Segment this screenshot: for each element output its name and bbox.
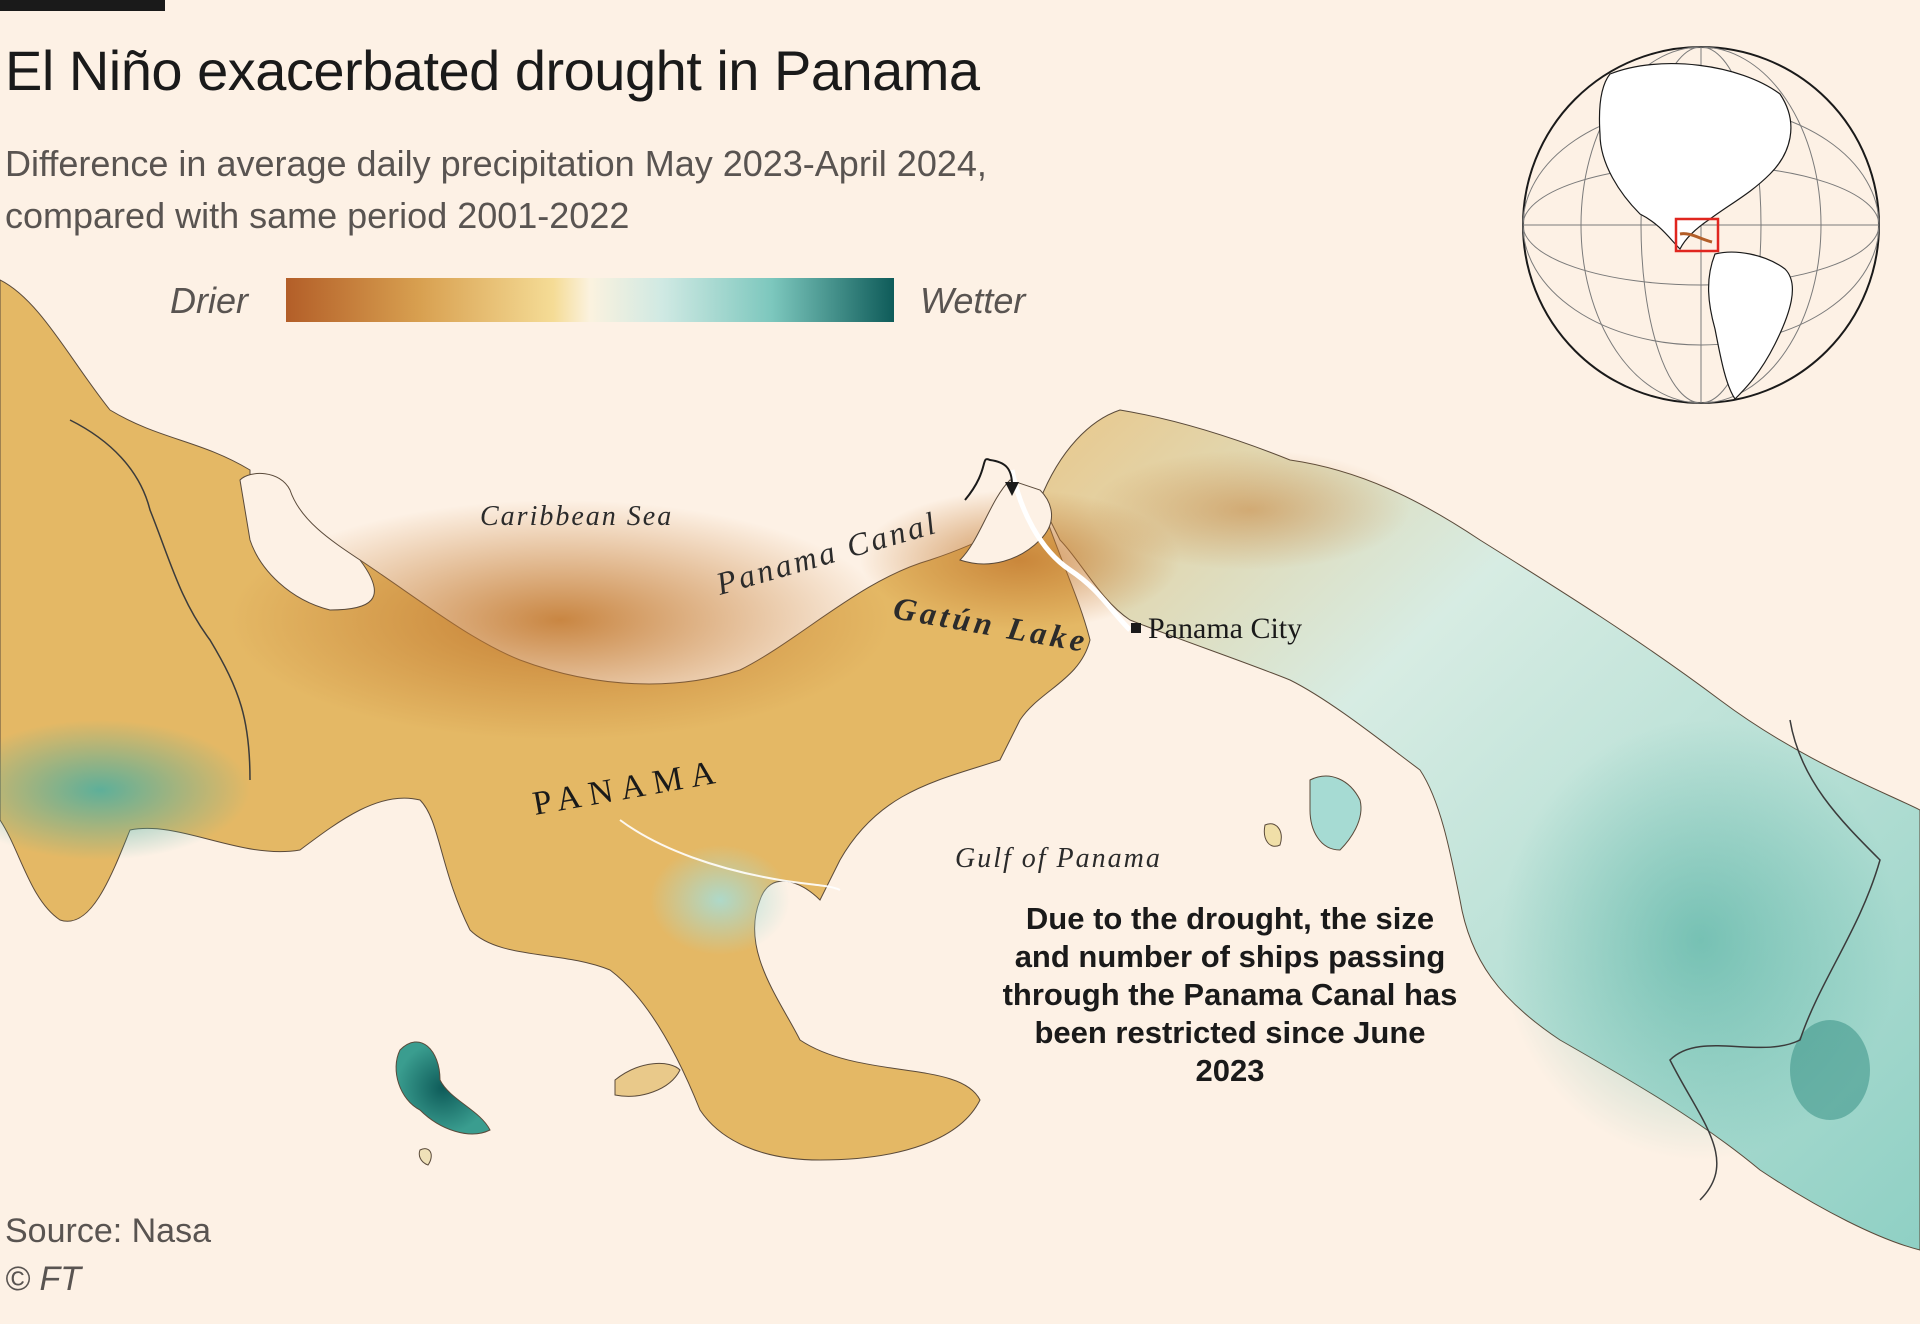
- brand-bar: [0, 0, 165, 11]
- island-pearl: [1309, 775, 1362, 851]
- label-panama-city: Panama City: [1148, 612, 1302, 645]
- globe-panama-shape: [1679, 232, 1713, 244]
- label-gulf-of-panama: Gulf of Panama: [955, 843, 1162, 874]
- canal-route-arrow: [964, 458, 1013, 501]
- border-costa-rica: [69, 419, 251, 781]
- legend-low-label: Drier: [170, 280, 248, 321]
- chart-title: El Niño exacerbated drought in Panama: [5, 39, 980, 102]
- globe-south-america: [1707, 251, 1793, 400]
- copyright-note: © FT: [5, 1260, 82, 1298]
- panama-city-marker: [1131, 623, 1141, 633]
- island-coiba: [395, 1041, 491, 1135]
- panama-canal-line: [1009, 469, 1132, 632]
- island-cebaco: [614, 1062, 681, 1097]
- globe-north-america: [1598, 62, 1792, 251]
- wet-region-west: [0, 720, 250, 860]
- map-annotation: Due to the drought, the size and number …: [1002, 901, 1458, 1088]
- label-caribbean-sea: Caribbean Sea: [480, 501, 673, 532]
- legend-high-label: Wetter: [920, 280, 1026, 321]
- bocas-lagoon: [239, 472, 375, 611]
- globe-highlight-box: [1674, 217, 1720, 253]
- border-colombia: [1669, 719, 1881, 1201]
- island-pearl-small: [1263, 823, 1282, 847]
- dry-region-central: [230, 500, 890, 740]
- dry-region-east: [1090, 450, 1410, 570]
- wet-region-darien-core: [1790, 1020, 1870, 1120]
- source-note: Source: Nasa: [5, 1212, 211, 1250]
- canal-arrow-head: [1005, 482, 1019, 496]
- island-small-1: [418, 1148, 432, 1166]
- province-road: [619, 819, 841, 891]
- legend-color-scale: [286, 278, 894, 322]
- globe-locator-icon: [1522, 46, 1880, 404]
- chart-subtitle: Difference in average daily precipitatio…: [5, 143, 987, 236]
- gatun-lake-shape: [959, 479, 1053, 565]
- wet-region-azuero: [650, 845, 790, 955]
